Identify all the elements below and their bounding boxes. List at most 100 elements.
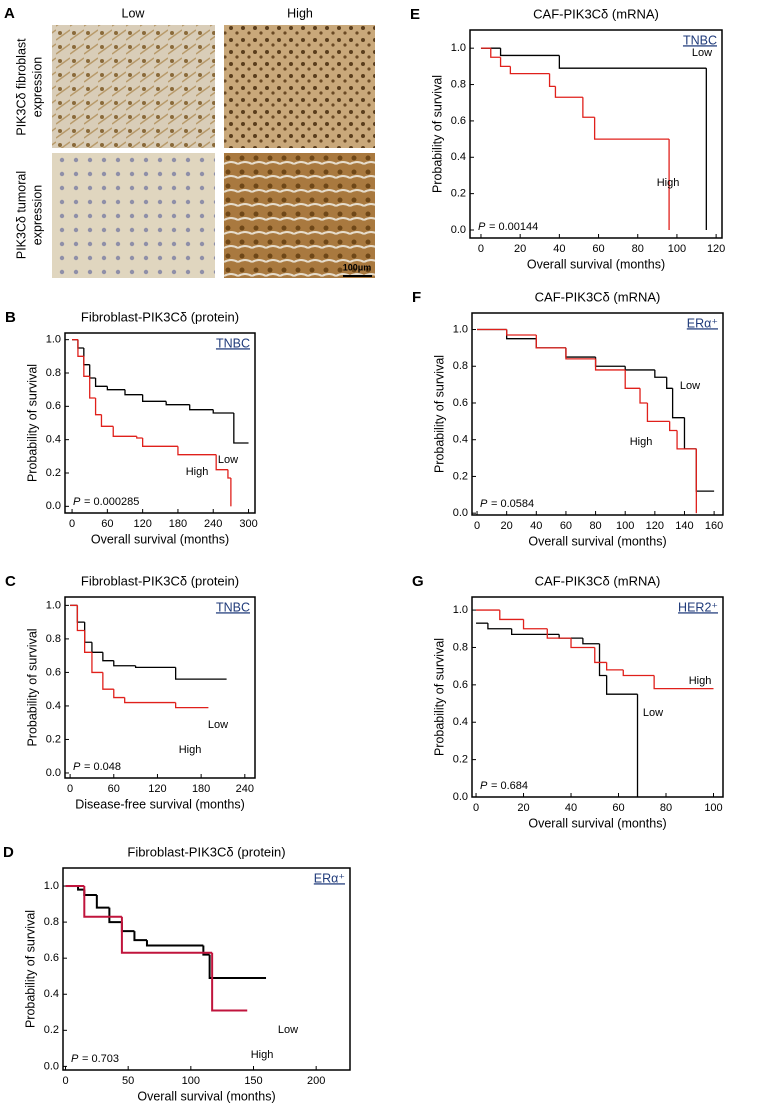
series-label: Low — [643, 707, 663, 719]
y-tick-label: 0.0 — [451, 224, 466, 236]
series-label: High — [689, 675, 712, 687]
survival-step — [113, 660, 136, 667]
survival-step — [522, 619, 548, 630]
y-tick-label: 0.6 — [46, 666, 61, 678]
survival-step — [91, 652, 103, 674]
km-chart: B Fibroblast-PIK3Cδ (protein) 0.0 0.2 0.4 0.6… — [5, 309, 258, 546]
survival-step — [124, 697, 176, 704]
survival-step — [558, 55, 707, 69]
survival-step — [598, 643, 607, 677]
survival-step — [83, 889, 97, 897]
subset-tag: TNBC — [683, 33, 717, 47]
x-tick-label: 60 — [592, 243, 604, 255]
survival-step — [102, 652, 114, 662]
x-tick-label: 240 — [236, 783, 254, 795]
x-tick-label: 100 — [182, 1075, 200, 1087]
p-symbol: P — [73, 496, 81, 508]
chart-title: Fibroblast-PIK3Cδ (protein) — [81, 309, 239, 324]
km-chart: E CAF-PIK3Cδ (mRNA) 0.0 0.2 0.4 0.6 0.8 1.0 0 20 4… — [410, 6, 725, 271]
y-tick-label: 0.8 — [46, 367, 61, 379]
x-tick-label: 160 — [705, 520, 723, 532]
y-tick-label: 0.8 — [46, 633, 61, 645]
x-tick-label: 300 — [239, 518, 257, 530]
survival-step — [669, 421, 678, 432]
survival-step — [89, 364, 96, 379]
panel-letter: E — [410, 6, 420, 23]
y-axis-label: Probability of survival — [432, 638, 446, 756]
survival-step — [77, 886, 85, 891]
panel-a: A Low High PIK3Cδ fibroblast expression … — [4, 5, 375, 278]
x-axis-label: Disease-free survival (months) — [75, 797, 245, 811]
survival-step — [94, 378, 108, 387]
p-value: = 0.00144 — [489, 221, 538, 233]
x-tick-label: 80 — [660, 802, 672, 814]
survival-step — [565, 347, 596, 358]
p-symbol: P — [480, 780, 488, 792]
y-tick-label: 1.0 — [46, 599, 61, 611]
survival-step — [695, 448, 715, 492]
chart-title: CAF-PIK3Cδ (mRNA) — [535, 289, 661, 304]
survival-step — [215, 454, 228, 471]
x-tick-label: 60 — [612, 802, 624, 814]
subset-tag: ERα⁺ — [687, 316, 718, 330]
survival-step — [94, 398, 102, 416]
column-label: High — [287, 6, 313, 20]
y-axis-label: Probability of survival — [430, 75, 444, 193]
x-tick-label: 100 — [704, 802, 722, 814]
x-tick-label: 20 — [517, 802, 529, 814]
series-label: High — [630, 436, 653, 448]
subset-tag: HER2⁺ — [678, 600, 718, 614]
y-tick-label: 0.4 — [44, 988, 59, 1000]
survival-step — [208, 954, 267, 980]
panel-letter: D — [3, 844, 14, 861]
survival-step — [535, 338, 566, 349]
x-tick-label: 0 — [474, 520, 480, 532]
survival-step — [676, 430, 697, 450]
y-tick-label: 1.0 — [46, 334, 61, 346]
p-value: = 0.0584 — [491, 498, 534, 510]
survival-step — [671, 388, 685, 419]
series-label: High — [186, 466, 209, 478]
survival-step — [509, 66, 550, 75]
survival-step — [91, 642, 103, 653]
survival-step — [108, 907, 122, 924]
survival-step — [77, 339, 84, 357]
plot-frame — [64, 332, 256, 514]
y-tick-label: 0.2 — [453, 470, 468, 482]
y-axis-label: Probability of survival — [432, 355, 446, 473]
survival-step — [141, 438, 178, 447]
survival-step — [683, 417, 697, 450]
survival-step — [113, 689, 125, 699]
survival-step — [624, 369, 641, 389]
survival-step — [165, 401, 190, 406]
y-tick-label: 0.2 — [46, 733, 61, 745]
y-tick-label: 1.0 — [44, 880, 59, 892]
y-tick-label: 0.6 — [453, 397, 468, 409]
x-tick-label: 180 — [192, 783, 210, 795]
survival-step — [100, 414, 114, 427]
x-tick-label: 100 — [616, 520, 634, 532]
y-tick-label: 0.6 — [46, 400, 61, 412]
x-tick-label: 120 — [148, 783, 166, 795]
survival-step — [84, 622, 92, 643]
y-tick-label: 1.0 — [453, 323, 468, 335]
x-tick-label: 80 — [589, 520, 601, 532]
x-tick-label: 100 — [668, 243, 686, 255]
x-tick-label: 60 — [108, 783, 120, 795]
survival-step — [106, 386, 125, 391]
chart-title: CAF-PIK3Cδ (mRNA) — [535, 573, 661, 588]
x-tick-label: 0 — [67, 783, 73, 795]
survival-step — [202, 945, 210, 956]
y-tick-label: 0.4 — [46, 434, 61, 446]
x-tick-label: 200 — [307, 1075, 325, 1087]
series-label: Low — [278, 1024, 298, 1036]
panel-letter: F — [412, 289, 421, 306]
histology-image — [224, 153, 375, 278]
x-axis-label: Overall survival (months) — [528, 816, 666, 830]
series-label: Low — [692, 47, 712, 59]
survival-step — [211, 952, 248, 1012]
survival-step — [83, 886, 122, 918]
row-label: PIK3Cδ tumoral — [14, 171, 28, 259]
y-axis-label: Probability of survival — [25, 628, 39, 746]
series-label: High — [657, 177, 680, 189]
